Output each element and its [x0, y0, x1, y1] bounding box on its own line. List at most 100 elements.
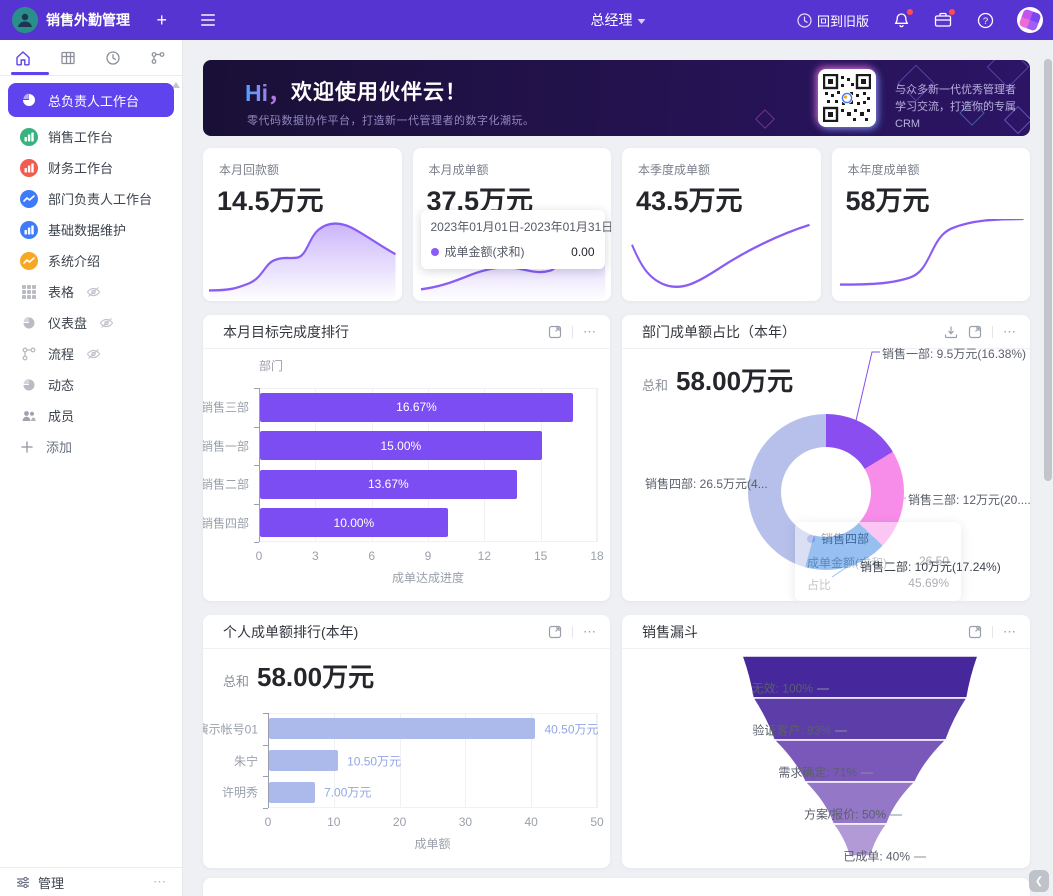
- help-icon[interactable]: ?: [975, 10, 995, 30]
- qr-caption: 与众多新一代优秀管理者 学习交流，打造你的专属CRM: [895, 84, 1016, 130]
- category-label: 销售三部: [203, 400, 249, 415]
- sidebar-item-label: 成员: [48, 409, 75, 424]
- banner-subtitle: 零代码数据协作平台，打造新一代管理者的数字化潮玩。: [247, 115, 535, 127]
- history-icon: [797, 12, 812, 28]
- sidebar-item-4[interactable]: 基础数据维护: [0, 214, 182, 245]
- trend-sparkline: [208, 222, 396, 301]
- sidebar-item-2[interactable]: 财务工作台: [0, 152, 182, 183]
- category-label: 许明秀: [221, 785, 258, 800]
- people-icon: [20, 407, 38, 425]
- bar-1[interactable]: [269, 750, 339, 771]
- notifications-bell-icon[interactable]: [891, 9, 913, 30]
- stat-tooltip: 2023年01月01日-2023年01月31日 成单金额(求和) 0.00: [420, 210, 611, 269]
- expand-icon[interactable]: [548, 625, 562, 639]
- x-tick: 30: [458, 815, 473, 829]
- notification-badge: [907, 9, 913, 15]
- sidebar-item-label: 基础数据维护: [48, 223, 127, 238]
- next-card-partial: [203, 878, 1030, 896]
- manage-label[interactable]: 管理: [38, 875, 65, 891]
- sidebar-item-10[interactable]: 成员: [0, 400, 182, 431]
- funnel-chart[interactable]: [712, 653, 1008, 861]
- back-to-old-version-button[interactable]: 回到旧版: [797, 11, 869, 30]
- sidebar-item-label: 流程: [48, 347, 75, 362]
- sidebar-item-11[interactable]: 添加: [0, 431, 182, 462]
- more-icon[interactable]: ⋯: [583, 323, 598, 339]
- sidebar-item-5[interactable]: 系统介绍: [0, 245, 182, 276]
- sidebar-footer: 管理 ⋯: [0, 867, 182, 896]
- banner-title: 欢迎使用伙伴云！: [291, 81, 467, 104]
- trend-sparkline: [631, 223, 810, 289]
- x-tick: 15: [533, 549, 548, 563]
- sidebar-item-6[interactable]: 表格: [0, 276, 182, 307]
- welcome-banner: Hi， 欢迎使用伙伴云！ 零代码数据协作平台，打造新一代管理者的数字化潮玩。: [203, 60, 1030, 136]
- tab-flows[interactable]: [135, 40, 180, 75]
- y-axis-title: 部门: [259, 359, 284, 373]
- eye-off-icon[interactable]: [99, 317, 114, 329]
- eye-off-icon[interactable]: [86, 348, 101, 360]
- scrollbar-thumb[interactable]: [1044, 59, 1052, 481]
- sidebar: 总负责人工作台销售工作台财务工作台部门负责人工作台 基础数据维护 系统介绍表格 仪表盘…: [0, 40, 183, 896]
- download-icon[interactable]: [944, 325, 958, 339]
- card-title: 个人成单额排行(本年): [223, 623, 359, 640]
- x-tick: 9: [424, 549, 432, 563]
- bar-0[interactable]: [269, 718, 536, 740]
- sidebar-item-label: 添加: [46, 440, 73, 455]
- clock-icon: [105, 50, 120, 65]
- collapse-panel-button[interactable]: ❮: [1029, 870, 1049, 892]
- sidebar-scroll-arrow[interactable]: [172, 82, 180, 88]
- user-avatar[interactable]: [1017, 7, 1043, 33]
- add-app-button[interactable]: +: [156, 10, 167, 30]
- tooltip-value: 0.00: [571, 244, 595, 259]
- sidebar-item-7[interactable]: 仪表盘: [0, 307, 182, 338]
- bar-icon: [20, 127, 38, 146]
- bar-0[interactable]: 16.67%: [260, 392, 574, 422]
- card-dept-share: 部门成单额占比（本年） ⋯ 总和 58.00万元 销售四部: [622, 315, 1030, 601]
- more-icon[interactable]: ⋯: [583, 623, 598, 639]
- app-title: 销售外勤管理: [46, 12, 130, 28]
- sidebar-item-0[interactable]: 总负责人工作台: [8, 83, 174, 117]
- tab-home[interactable]: [0, 40, 45, 75]
- total-label: 总和: [223, 674, 250, 689]
- stat-label: 本季度成单额: [638, 163, 711, 177]
- bar-3[interactable]: 10.00%: [260, 508, 448, 538]
- sidebar-item-1[interactable]: 销售工作台: [0, 121, 182, 152]
- bar-2[interactable]: 13.67%: [260, 469, 517, 499]
- expand-icon[interactable]: [968, 625, 982, 639]
- expand-icon[interactable]: [548, 325, 562, 339]
- role-switcher[interactable]: 总经理: [591, 10, 646, 30]
- more-icon[interactable]: ⋯: [1003, 623, 1018, 639]
- bar-value: 40.50万元: [544, 722, 599, 737]
- home-icon: [15, 50, 30, 65]
- sidebar-item-3[interactable]: 部门负责人工作台: [0, 183, 182, 214]
- manage-sliders-icon: [17, 876, 29, 888]
- stat-value: 43.5万元: [636, 186, 743, 216]
- x-tick: 50: [590, 815, 604, 829]
- page-scrollbar[interactable]: [1044, 45, 1052, 896]
- tab-history[interactable]: [90, 40, 135, 75]
- donut-label-2: 销售二部: 10万元(17.24%): [860, 560, 1001, 574]
- category-label: 朱宁: [233, 754, 258, 768]
- more-icon[interactable]: ⋯: [1003, 323, 1018, 339]
- eye-off-icon[interactable]: [86, 286, 101, 298]
- flow-icon: [151, 51, 164, 64]
- manage-more-icon[interactable]: ⋯: [153, 874, 168, 889]
- tab-tables[interactable]: [45, 40, 90, 75]
- total-value: 58.00万元: [257, 662, 375, 692]
- bar-2[interactable]: [269, 781, 316, 803]
- qr-code[interactable]: [818, 69, 876, 127]
- line-icon: [20, 189, 38, 208]
- workbench-icon[interactable]: [933, 9, 955, 30]
- hamburger-menu-icon[interactable]: [201, 14, 215, 26]
- sidebar-item-label: 系统介绍: [48, 254, 101, 269]
- sidebar-item-label: 销售工作台: [48, 130, 114, 145]
- stat-label: 本月成单额: [428, 163, 489, 177]
- sidebar-item-8[interactable]: 流程: [0, 338, 182, 369]
- stat-label: 本月回款额: [219, 163, 280, 177]
- sidebar-item-9[interactable]: 动态: [0, 369, 182, 400]
- stat-card-2: 本季度成单额 43.5万元: [622, 148, 821, 301]
- workbench-badge: [949, 9, 955, 15]
- donut-label-3: 销售四部: 26.5万元(4...: [645, 477, 768, 491]
- bar-1[interactable]: 15.00%: [260, 431, 542, 461]
- sidebar-item-label: 部门负责人工作台: [48, 192, 153, 207]
- expand-icon[interactable]: [968, 325, 982, 339]
